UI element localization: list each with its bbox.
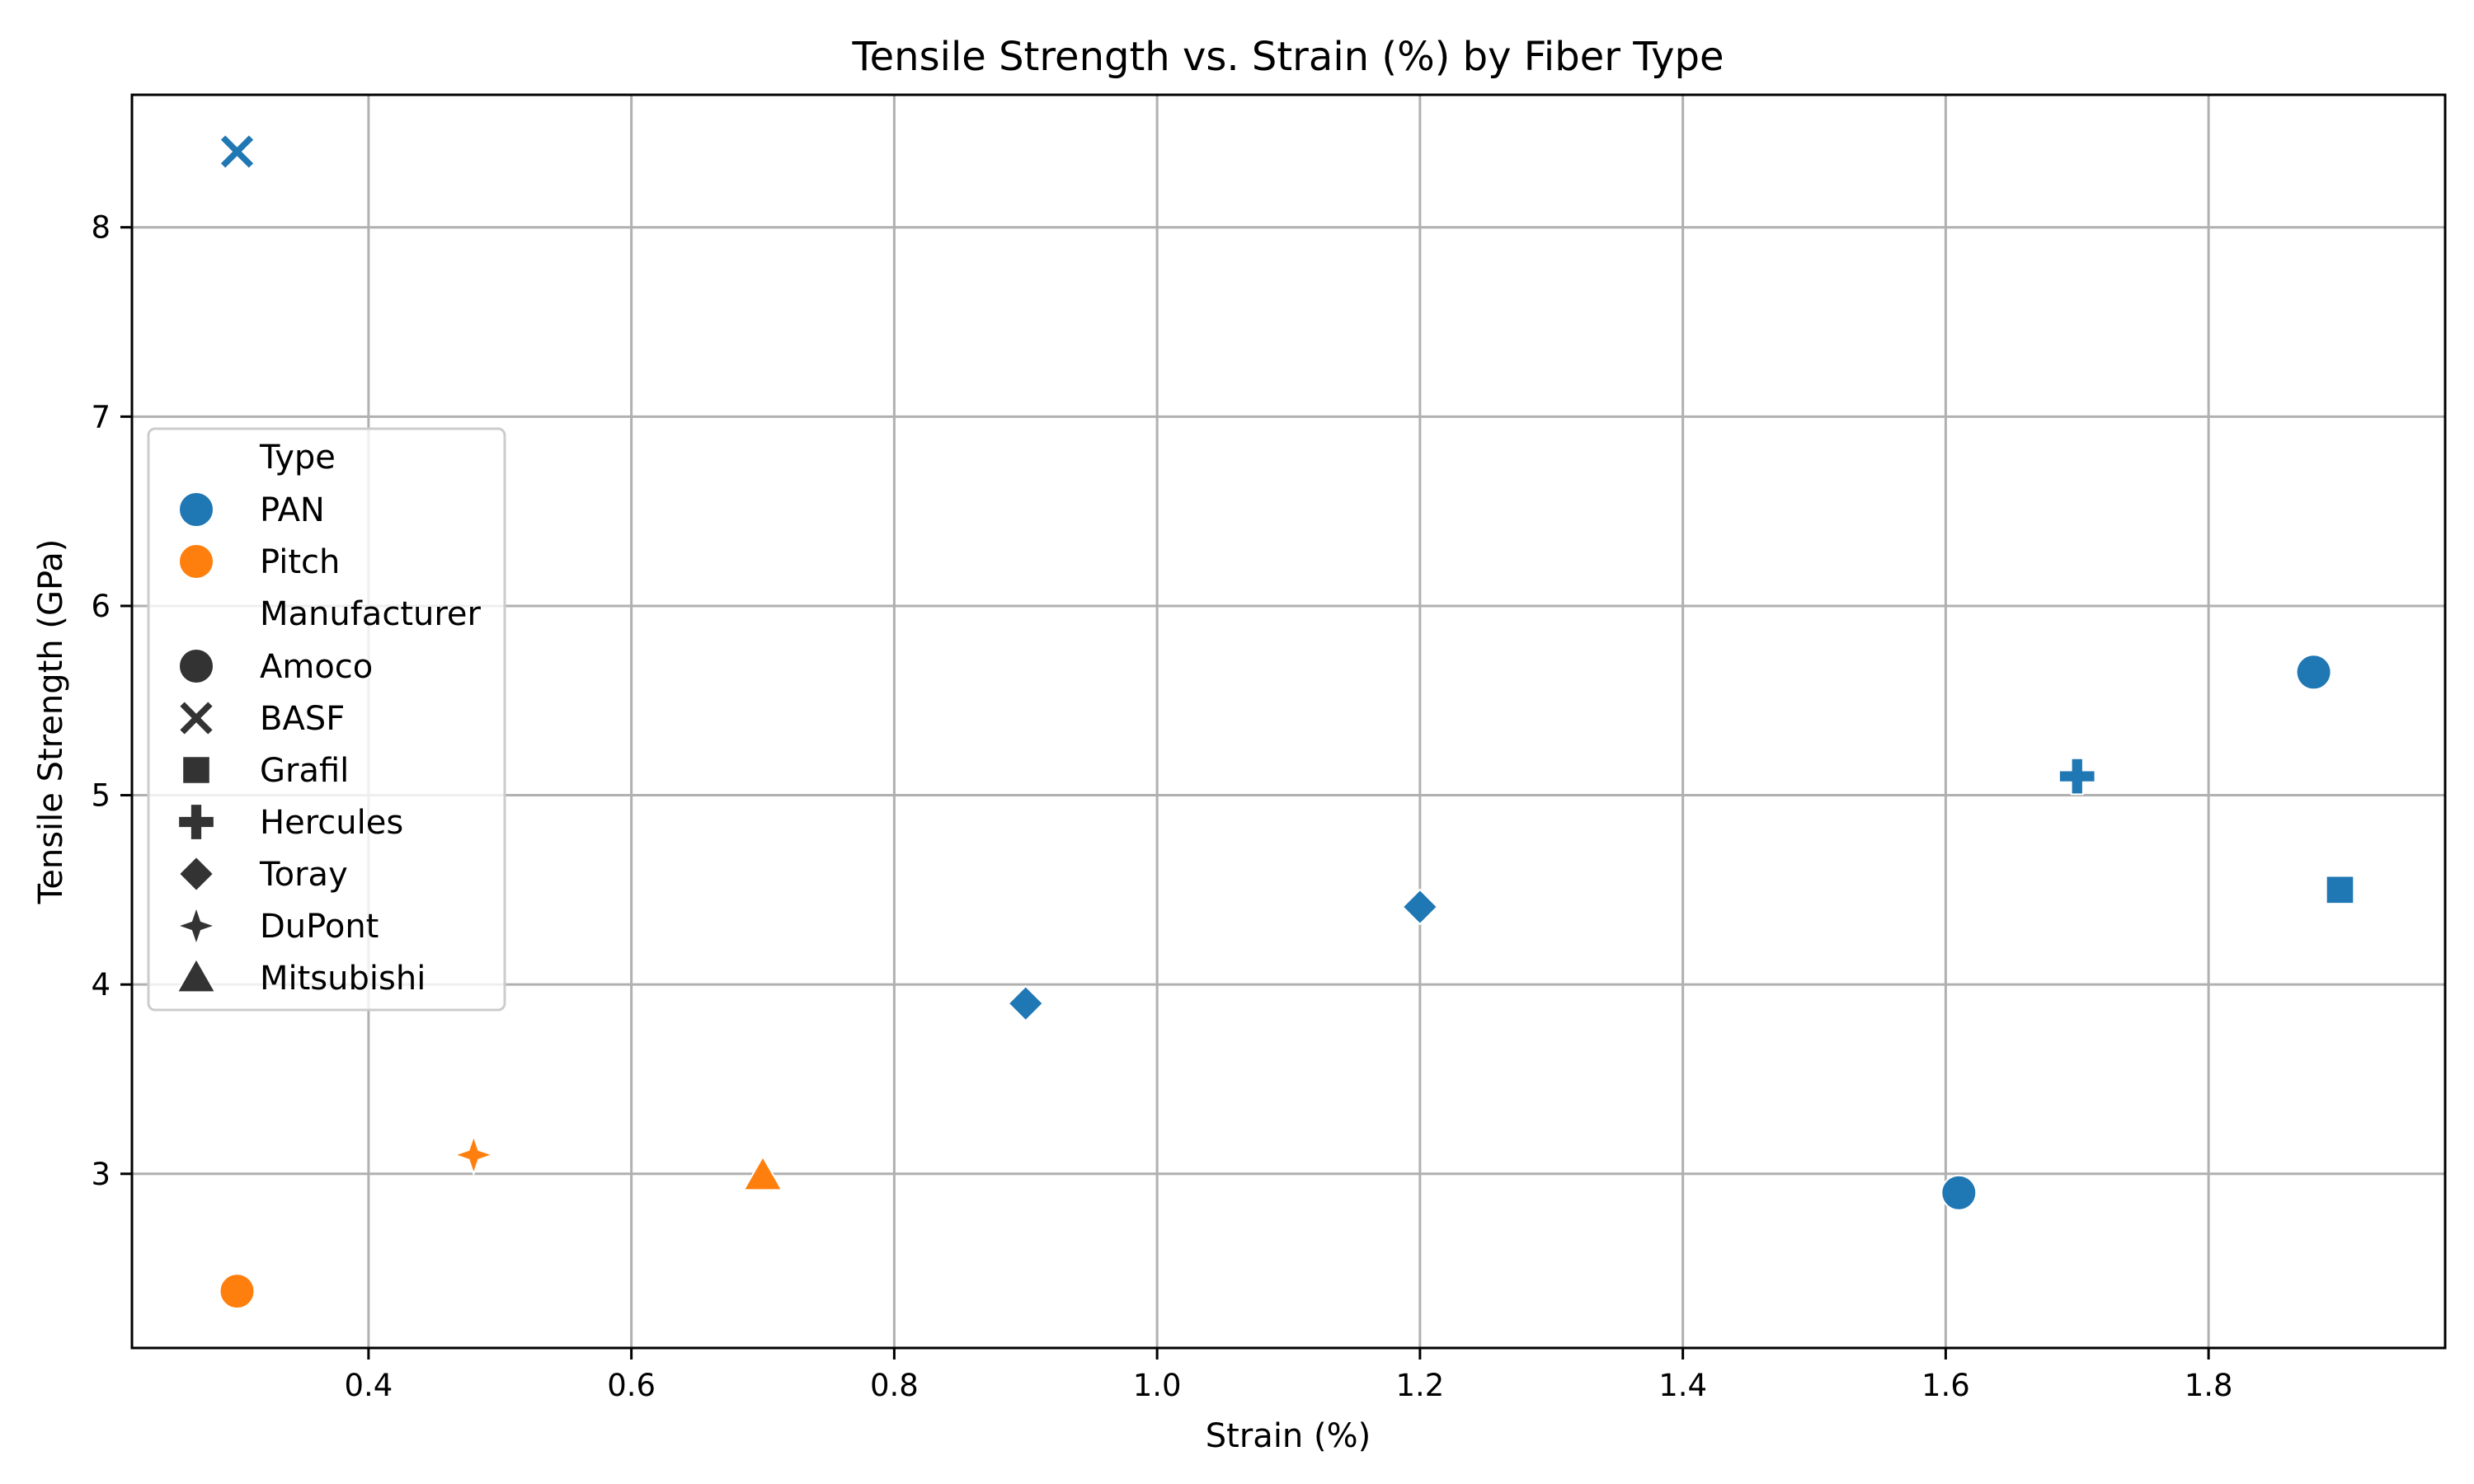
data-point (219, 1273, 256, 1310)
data-point (1007, 984, 1045, 1022)
y-tick-label: 3 (91, 1157, 111, 1192)
legend-marker (177, 699, 215, 737)
legend-label: Mitsubishi (260, 960, 426, 998)
legend-style-entries: Amoco BASF Grafil Hercules Toray DuPont Mitsub… (174, 648, 426, 998)
legend-label: Amoco (260, 648, 373, 686)
chart-title: Tensile Strength vs. Strain (%) by Fiber… (851, 34, 1724, 80)
points-layer (219, 133, 2355, 1310)
legend-label: PAN (260, 491, 325, 529)
legend-marker (178, 648, 214, 684)
y-tick-label: 8 (91, 210, 111, 246)
legend-label: BASF (260, 700, 345, 738)
y-tick-label: 7 (91, 399, 111, 434)
ticks-layer: 0.4 0.6 0.8 1.0 1.2 1.4 1.6 1.8 3 4 5 6 7 8 (91, 210, 2232, 1403)
x-tick-label: 1.8 (2185, 1368, 2233, 1403)
data-point (2325, 875, 2355, 905)
data-point (2058, 757, 2096, 796)
legend-hue-entries: PAN Pitch (178, 491, 340, 581)
data-point (219, 133, 256, 171)
x-tick-label: 0.4 (344, 1368, 393, 1403)
axes-frame (130, 93, 2447, 1350)
x-tick-label: 0.6 (607, 1368, 656, 1403)
grid-layer (132, 95, 2445, 1348)
data-point (1940, 1174, 1978, 1211)
legend-marker (178, 543, 214, 580)
legend-label: Grafil (260, 752, 349, 790)
legend-marker (177, 855, 215, 893)
x-tick-label: 0.8 (870, 1368, 919, 1403)
legend-marker (174, 904, 219, 948)
legend-marker (177, 803, 215, 841)
legend-label: Pitch (260, 543, 340, 581)
y-tick-label: 6 (91, 589, 111, 624)
legend-label: Hercules (260, 804, 403, 842)
y-axis-label: Tensile Strength (GPa) (32, 539, 70, 905)
x-tick-label: 1.2 (1395, 1368, 1444, 1403)
x-tick-label: 1.0 (1133, 1368, 1182, 1403)
legend-label: Toray (259, 856, 348, 894)
data-point (1401, 888, 1439, 926)
legend-marker (176, 956, 217, 993)
legend-title-manufacturer: Manufacturer (260, 595, 482, 633)
x-tick-label: 1.6 (1921, 1368, 1970, 1403)
x-tick-label: 1.4 (1658, 1368, 1707, 1403)
data-point (2295, 654, 2332, 691)
data-point (742, 1154, 783, 1191)
legend-box (147, 427, 506, 1012)
legend-label: DuPont (260, 908, 379, 946)
data-point (452, 1133, 496, 1176)
y-tick-label: 5 (91, 778, 111, 814)
legend-marker (178, 491, 214, 528)
legend-title-type: Type (259, 439, 336, 477)
legend: Type PAN Pitch Manufacturer Amoco BASF Graf… (147, 427, 506, 1012)
y-tick-label: 4 (91, 967, 111, 1003)
legend-marker (181, 755, 211, 785)
x-axis-label: Strain (%) (1206, 1417, 1371, 1455)
